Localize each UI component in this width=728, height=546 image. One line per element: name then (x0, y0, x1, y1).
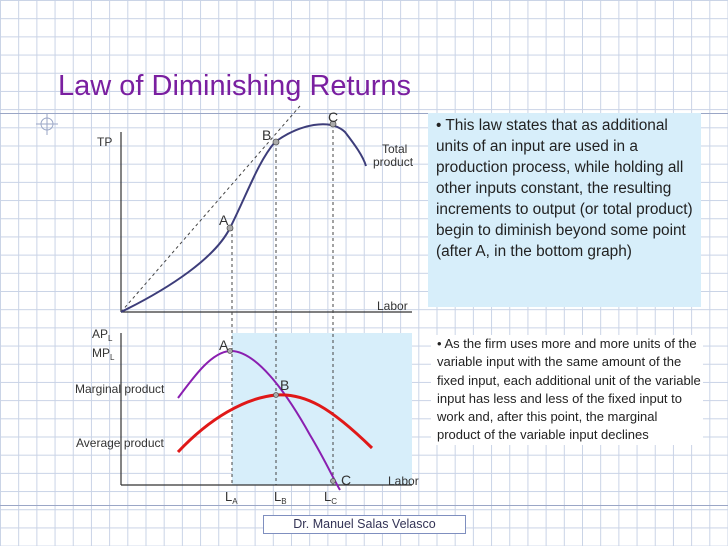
total-product-label-2: product (373, 155, 414, 169)
crosshair-icon (36, 113, 58, 135)
point-a-top (226, 224, 234, 232)
total-product-curve (120, 123, 367, 313)
slide-title: Law of Diminishing Returns (58, 70, 411, 102)
mp-label: MPL (92, 346, 115, 362)
tick-lb: LB (274, 489, 287, 506)
note-law-statement: • This law states that as additional uni… (428, 113, 701, 307)
author-footer: Dr. Manuel Salas Velasco (263, 515, 466, 534)
tick-lc: LC (324, 489, 337, 506)
label-a-bottom: A (219, 337, 229, 353)
label-c-bottom: C (341, 472, 351, 488)
marginal-product-label: Marginal product (75, 382, 165, 396)
point-b-bottom (273, 392, 279, 398)
bottom-rule (0, 505, 728, 506)
tick-la: LA (225, 489, 238, 506)
top-rule (0, 113, 728, 114)
tangent-ray (120, 105, 301, 313)
point-a-bottom (227, 348, 233, 354)
top-y-label: TP (97, 135, 112, 149)
label-b-bottom: B (280, 377, 289, 393)
point-c-top (329, 120, 337, 128)
top-x-label: Labor (377, 299, 408, 313)
bottom-x-label: Labor (388, 474, 419, 488)
diminishing-returns-region (232, 333, 412, 485)
point-c-bottom (330, 478, 336, 484)
point-b-top (272, 138, 280, 146)
marginal-product-curve (177, 349, 341, 491)
label-c-top: C (328, 109, 338, 125)
total-product-label-1: Total (382, 142, 407, 156)
ap-label: APL (92, 327, 113, 343)
label-a-top: A (219, 212, 229, 228)
note-explanation: • As the firm uses more and more units o… (431, 335, 703, 445)
label-b-top: B (262, 127, 271, 143)
average-product-label: Average product (76, 436, 165, 450)
